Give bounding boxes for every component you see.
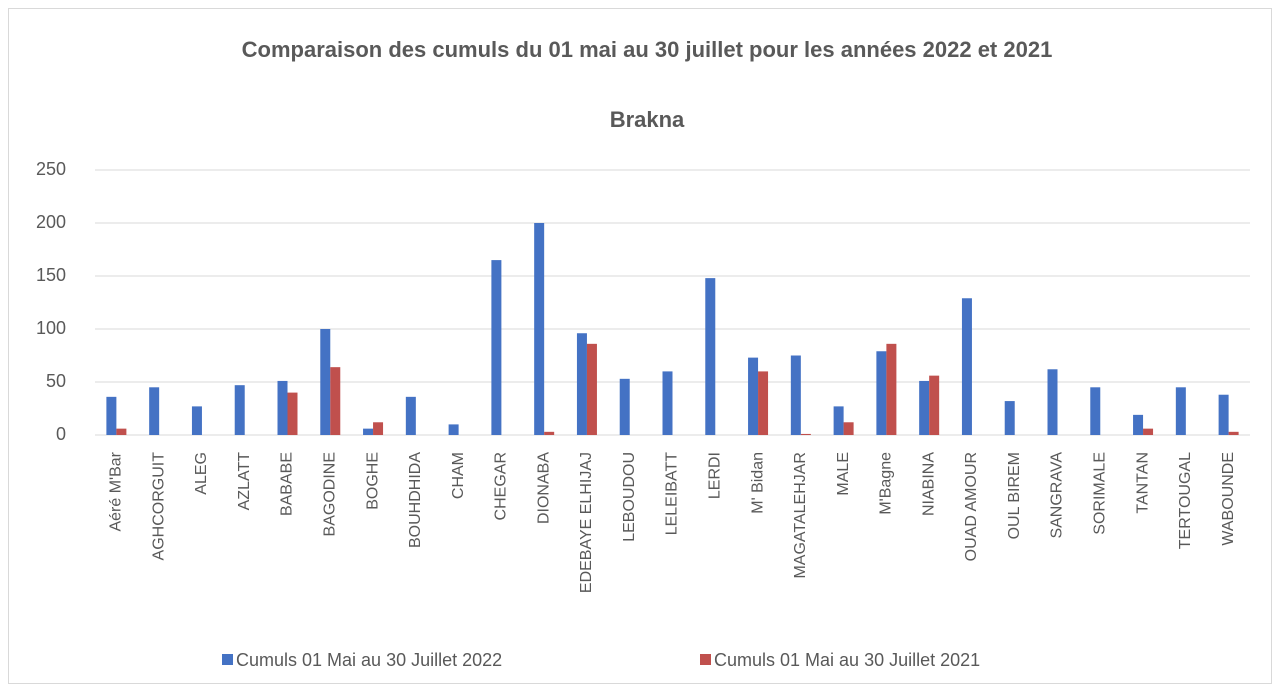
bar [363, 428, 374, 435]
y-tick-label: 200 [36, 212, 66, 232]
x-tick-label: MALE [835, 452, 852, 496]
bar [106, 396, 117, 435]
x-tick-label: TERTOUGAL [1177, 452, 1194, 549]
bar [405, 396, 416, 435]
x-tick-label: M'Bagne [878, 452, 895, 515]
x-tick-label: OUAD AMOUR [963, 452, 980, 561]
y-tick-label: 50 [46, 371, 66, 391]
x-tick-label: AZLATT [236, 452, 253, 511]
bar [116, 428, 127, 435]
x-tick-label: SANGRAVA [1049, 452, 1066, 539]
x-tick-label: ALEG [193, 452, 210, 495]
x-tick-label: AGHCORGUIT [150, 452, 167, 561]
bar [149, 387, 160, 435]
bar [544, 431, 555, 435]
legend-swatch [700, 654, 711, 665]
bar [1218, 394, 1229, 435]
x-tick-label: BOUHDHIDA [407, 452, 424, 548]
bar [758, 371, 769, 435]
chart-border [8, 8, 1272, 684]
bar [800, 433, 811, 435]
bar [448, 424, 459, 435]
y-tick-label: 0 [56, 424, 66, 444]
bar [287, 392, 298, 435]
y-tick-label: 250 [36, 159, 66, 179]
bar [1175, 387, 1186, 435]
x-tick-label: LEBOUDOU [621, 452, 638, 542]
x-tick-label: BABABE [279, 452, 296, 516]
bar [843, 422, 854, 435]
legend-label: Cumuls 01 Mai au 30 Juillet 2022 [236, 650, 502, 670]
bar [833, 406, 844, 435]
x-tick-label: CHAM [450, 452, 467, 499]
bar [534, 223, 545, 435]
bar [1143, 428, 1154, 435]
bar [961, 298, 972, 435]
x-tick-label: EDEBAYE ELHIJAJ [578, 452, 595, 593]
bar [619, 378, 630, 435]
x-tick-label: LELEIBATT [664, 452, 681, 536]
bar [491, 260, 502, 435]
legend-swatch [222, 654, 233, 665]
x-tick-label: M' Bidan [749, 452, 766, 514]
x-tick-label: TANTAN [1134, 452, 1151, 514]
chart-subtitle: Brakna [609, 107, 685, 132]
bar [705, 278, 716, 435]
bar [919, 380, 930, 435]
x-tick-label: Aéré M'Bar [108, 451, 125, 531]
bar [790, 355, 801, 435]
bar [662, 371, 673, 435]
x-tick-label: LERDI [706, 452, 723, 499]
x-tick-label: CHEGAR [493, 452, 510, 520]
x-tick-label: NIABINA [920, 452, 937, 516]
bar [929, 375, 940, 435]
bar [1133, 414, 1144, 435]
bar [1004, 401, 1015, 435]
x-tick-label: SORIMALE [1091, 452, 1108, 535]
bar [1090, 387, 1101, 435]
chart-title: Comparaison des cumuls du 01 mai au 30 j… [241, 37, 1053, 62]
bar [576, 333, 587, 435]
bar [886, 343, 897, 435]
bar [748, 357, 759, 435]
y-tick-label: 150 [36, 265, 66, 285]
x-tick-label: OUL BIREM [1006, 452, 1023, 539]
bar [1228, 431, 1239, 435]
bar [234, 385, 245, 435]
x-tick-label: BOGHE [364, 452, 381, 510]
x-tick-label: MAGATALEHJAR [792, 452, 809, 579]
bar [320, 329, 331, 435]
y-tick-label: 100 [36, 318, 66, 338]
x-tick-label: DIONABA [535, 452, 552, 524]
legend-label: Cumuls 01 Mai au 30 Juillet 2021 [714, 650, 980, 670]
bar [373, 422, 384, 435]
bar [191, 406, 202, 435]
x-tick-label: WABOUNDE [1220, 452, 1237, 546]
bar [277, 380, 288, 435]
bar [330, 367, 341, 435]
bar [586, 343, 597, 435]
x-tick-label: BAGODINE [321, 452, 338, 536]
bar [876, 351, 887, 435]
bar [1047, 369, 1058, 435]
